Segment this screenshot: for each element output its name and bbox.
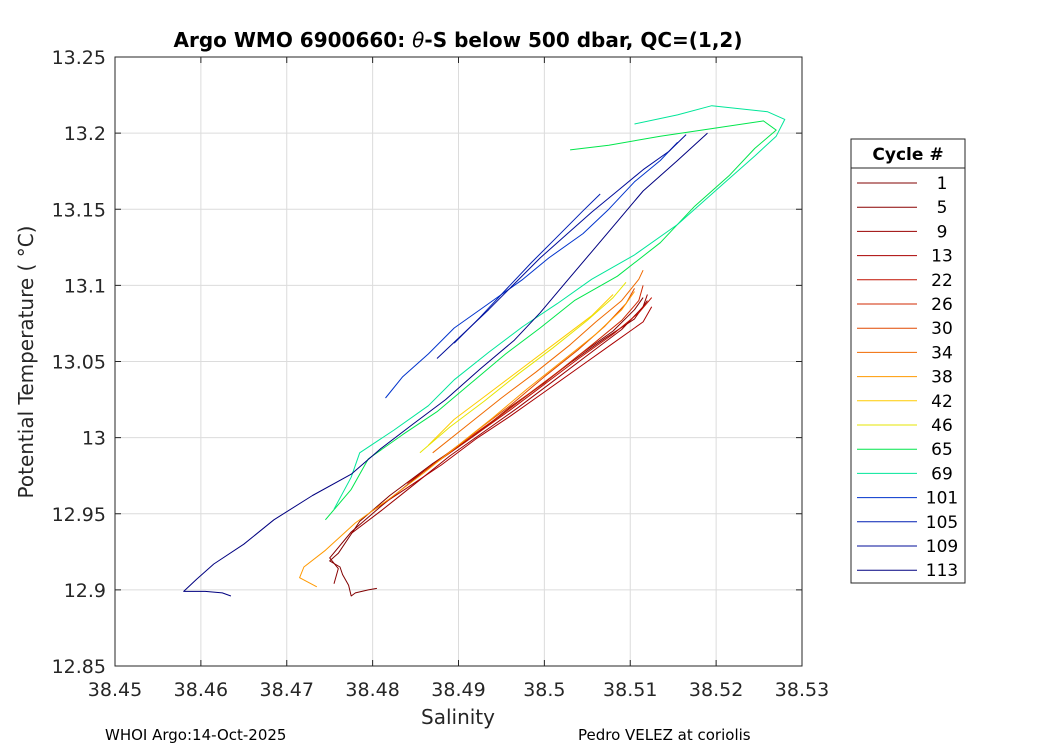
legend-label-cycle-113: 113 bbox=[926, 561, 958, 581]
series-line-cycle-42 bbox=[428, 294, 614, 446]
chart-title-theta: θ bbox=[412, 28, 424, 52]
legend-label-cycle-13: 13 bbox=[931, 247, 953, 267]
legend-label-cycle-22: 22 bbox=[931, 271, 953, 291]
x-tick-label: 38.49 bbox=[431, 679, 485, 701]
x-tick-label: 38.48 bbox=[345, 679, 399, 701]
y-tick-label: 13.05 bbox=[52, 352, 106, 374]
series-group bbox=[183, 105, 786, 597]
x-tick-label: 38.52 bbox=[689, 679, 743, 701]
series-line-cycle-113 bbox=[183, 132, 708, 597]
series-line-cycle-13 bbox=[372, 306, 653, 512]
legend-items: 1 5 9 13 22 26 30 34 38 42 46 65 69 101 105 109 113 bbox=[857, 174, 958, 581]
y-tick-label: 12.85 bbox=[52, 656, 106, 678]
legend-label-cycle-42: 42 bbox=[931, 392, 953, 412]
y-tick-label: 13.1 bbox=[64, 275, 106, 297]
legend-box bbox=[850, 138, 966, 584]
chart-title: Argo WMO 6900660: θ-S below 500 dbar, QC… bbox=[174, 28, 743, 52]
legend-label-cycle-105: 105 bbox=[926, 513, 958, 533]
y-tick-label: 12.95 bbox=[52, 504, 106, 526]
legend-label-cycle-1: 1 bbox=[937, 174, 948, 194]
y-tick-label: 13 bbox=[82, 428, 106, 450]
series-line-cycle-38 bbox=[299, 291, 635, 588]
series-line-cycle-101 bbox=[385, 141, 678, 399]
x-axis-label: Salinity bbox=[421, 705, 495, 729]
legend-label-cycle-69: 69 bbox=[931, 464, 953, 484]
series-line-cycle-34 bbox=[432, 269, 644, 454]
y-tick-label: 12.9 bbox=[64, 580, 106, 602]
legend-label-cycle-5: 5 bbox=[937, 198, 948, 218]
legend-label-cycle-30: 30 bbox=[931, 319, 953, 339]
series-line-cycle-9 bbox=[350, 294, 648, 534]
legend-title: Cycle # bbox=[872, 145, 943, 165]
x-tick-label: 38.45 bbox=[88, 679, 142, 701]
x-tick-label: 38.46 bbox=[174, 679, 228, 701]
footer-left: WHOI Argo:14-Oct-2025 bbox=[105, 726, 286, 744]
tick-group: 38.45 38.46 38.47 38.48 38.49 38.5 38.51 38.52 3… bbox=[52, 47, 830, 701]
chart-title-prefix: Argo WMO 6900660: bbox=[174, 28, 413, 52]
x-tick-label: 38.51 bbox=[603, 679, 657, 701]
x-tick-label: 38.53 bbox=[775, 679, 829, 701]
legend-label-cycle-101: 101 bbox=[926, 489, 958, 509]
legend-label-cycle-109: 109 bbox=[926, 537, 958, 557]
x-tick-label: 38.5 bbox=[523, 679, 565, 701]
y-tick-label: 13.15 bbox=[52, 199, 106, 221]
series-line-cycle-46 bbox=[419, 281, 627, 454]
legend-label-cycle-46: 46 bbox=[931, 416, 953, 436]
y-axis-label: Potential Temperature ( °C) bbox=[14, 226, 38, 499]
x-tick-label: 38.47 bbox=[260, 679, 314, 701]
legend-label-cycle-26: 26 bbox=[931, 295, 953, 315]
legend-label-cycle-38: 38 bbox=[931, 368, 953, 388]
legend-label-cycle-65: 65 bbox=[931, 440, 953, 460]
legend: Cycle # 1 5 9 13 22 26 30 34 38 42 46 65 69 101 105 109… bbox=[850, 138, 966, 584]
footer-right: Pedro VELEZ at coriolis bbox=[578, 726, 751, 744]
series-line-cycle-69 bbox=[333, 105, 786, 510]
legend-label-cycle-34: 34 bbox=[931, 343, 953, 363]
series-line-cycle-22 bbox=[406, 297, 653, 484]
chart-title-suffix: -S below 500 dbar, QC=(1,2) bbox=[424, 28, 742, 52]
series-line-cycle-26 bbox=[423, 285, 644, 472]
y-tick-label: 13.25 bbox=[52, 47, 106, 69]
series-line-cycle-109 bbox=[436, 134, 687, 359]
legend-label-cycle-9: 9 bbox=[937, 222, 948, 242]
series-line-cycle-65 bbox=[325, 120, 777, 521]
y-tick-label: 13.2 bbox=[64, 123, 106, 145]
